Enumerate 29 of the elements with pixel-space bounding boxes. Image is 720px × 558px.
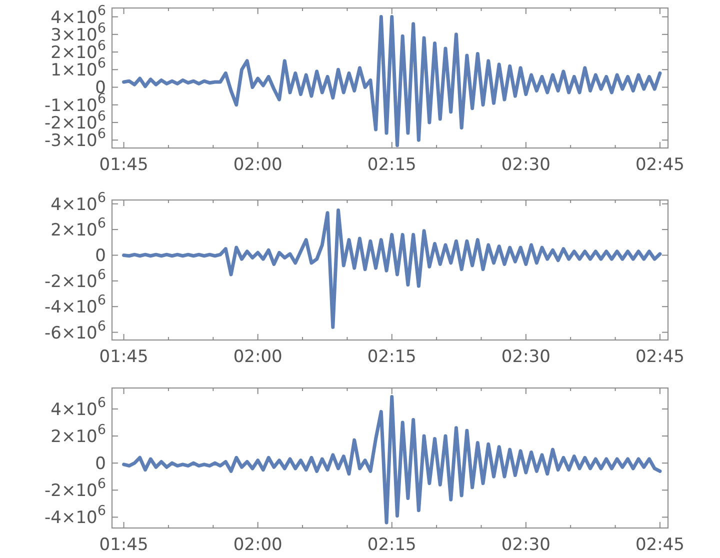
y-tick-label: -4×10$^{6}$ xyxy=(44,292,106,318)
y-tick-label: 2×10$^{6}$ xyxy=(50,216,106,241)
line-series xyxy=(122,395,662,524)
x-tick-label: 02:00 xyxy=(233,155,282,175)
y-tick-label: 2×10$^{6}$ xyxy=(50,422,106,448)
x-tick-label: 02:15 xyxy=(367,155,416,175)
x-tick-label: 02:30 xyxy=(501,155,550,175)
line-series xyxy=(122,208,662,329)
y-tick-label: 4×10$^{6}$ xyxy=(50,394,106,420)
x-tick-label: 01:45 xyxy=(99,535,148,555)
x-tick-label: 01:45 xyxy=(99,347,148,367)
x-tick-label: 02:45 xyxy=(635,347,684,367)
x-tick-label: 02:45 xyxy=(635,535,684,555)
line-series xyxy=(122,15,662,148)
y-tick-label: -2×10$^{6}$ xyxy=(44,266,106,292)
x-tick-label: 02:30 xyxy=(501,347,550,367)
y-tick-label: 4×10$^{6}$ xyxy=(50,190,106,215)
y-tick-label: -2×10$^{6}$ xyxy=(44,476,106,502)
x-tick-label: 02:00 xyxy=(233,347,282,367)
x-tick-label: 01:45 xyxy=(99,155,148,175)
y-tick-label: 0 xyxy=(95,454,106,474)
x-tick-label: 02:15 xyxy=(367,347,416,367)
x-tick-label: 02:30 xyxy=(501,535,550,555)
y-tick-label: -4×10$^{6}$ xyxy=(44,503,106,528)
y-tick-label: 0 xyxy=(95,246,106,266)
y-tick-label: -6×10$^{6}$ xyxy=(44,318,106,344)
x-tick-label: 02:45 xyxy=(635,155,684,175)
x-tick-label: 02:00 xyxy=(233,535,282,555)
x-tick-label: 02:15 xyxy=(367,535,416,555)
